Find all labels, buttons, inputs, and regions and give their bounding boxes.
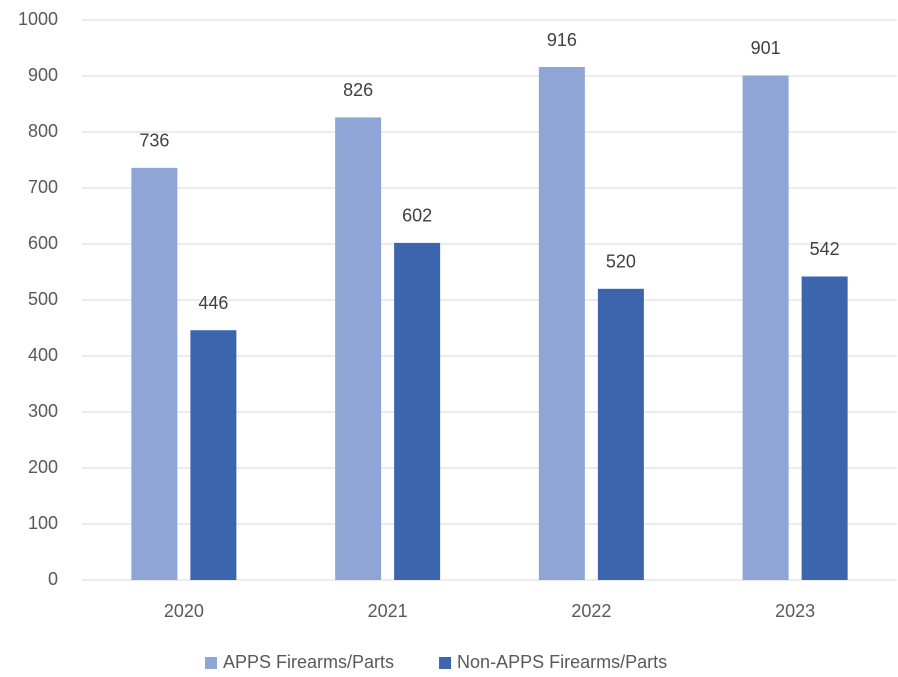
y-tick-label: 900	[28, 65, 58, 85]
data-label: 542	[810, 239, 840, 259]
legend-swatch	[205, 657, 217, 669]
y-tick-label: 700	[28, 177, 58, 197]
x-tick-label: 2023	[775, 601, 815, 621]
bar	[335, 117, 382, 580]
data-label: 520	[606, 252, 636, 272]
y-tick-label: 800	[28, 121, 58, 141]
y-tick-label: 500	[28, 289, 58, 309]
data-label: 602	[402, 206, 432, 226]
x-tick-label: 2021	[368, 601, 408, 621]
legend-swatch	[439, 657, 452, 669]
data-label: 826	[343, 80, 373, 100]
legend-label: Non-APPS Firearms/Parts	[457, 652, 667, 672]
y-tick-label: 0	[48, 569, 58, 589]
legend-label: APPS Firearms/Parts	[223, 652, 394, 672]
data-label: 901	[751, 38, 781, 58]
y-tick-label: 600	[28, 233, 58, 253]
bar	[597, 288, 644, 580]
y-tick-label: 300	[28, 401, 58, 421]
x-tick-label: 2020	[164, 601, 204, 621]
bar	[394, 242, 441, 580]
bar	[801, 276, 848, 580]
y-tick-label: 100	[28, 513, 58, 533]
data-label: 736	[139, 131, 169, 151]
x-tick-label: 2022	[571, 601, 611, 621]
y-tick-label: 200	[28, 457, 58, 477]
bar	[131, 167, 178, 580]
data-label: 446	[198, 293, 228, 313]
bar	[190, 330, 237, 580]
y-tick-label: 1000	[18, 9, 58, 29]
bar	[538, 67, 585, 581]
y-tick-label: 400	[28, 345, 58, 365]
data-label: 916	[547, 30, 577, 50]
bar	[742, 75, 789, 580]
